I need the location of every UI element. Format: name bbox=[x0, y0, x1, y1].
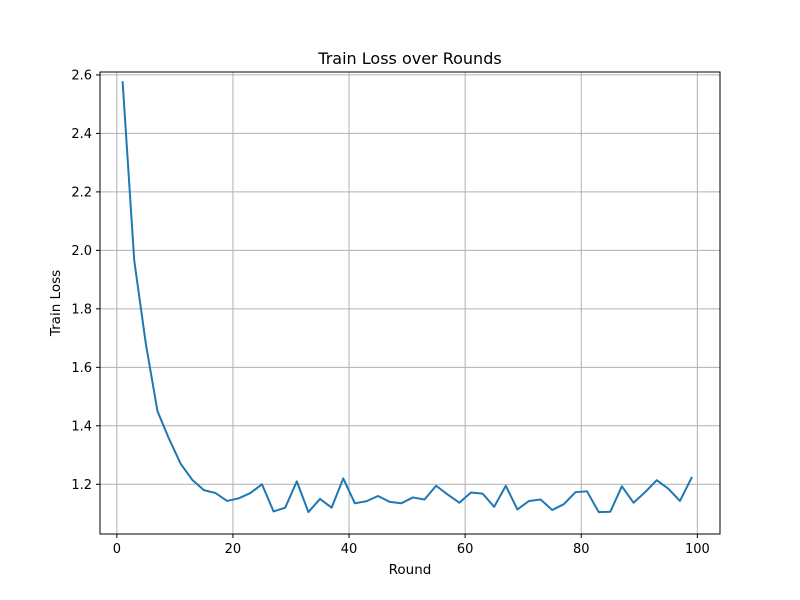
x-tick-label: 100 bbox=[685, 542, 710, 557]
y-tick-label: 2.4 bbox=[71, 127, 92, 142]
x-axis-title: Round bbox=[389, 562, 432, 578]
x-tick-label: 40 bbox=[341, 542, 358, 557]
y-tick-label: 2.0 bbox=[71, 244, 92, 259]
grid-layer bbox=[100, 72, 720, 534]
x-tick-label: 80 bbox=[573, 542, 590, 557]
y-tick-label: 1.4 bbox=[71, 419, 92, 434]
plot-frame bbox=[99, 71, 721, 535]
y-axis-title: Train Loss bbox=[48, 270, 64, 337]
y-tick-label: 2.2 bbox=[71, 185, 92, 200]
y-tick-label: 1.2 bbox=[71, 478, 92, 493]
tick-layer: 0 20 40 60 80 100 1.2 1.4 1.6 1.8 2.0 2.2 2.4 2.6 bbox=[71, 68, 709, 557]
y-tick-label: 2.6 bbox=[71, 68, 92, 83]
x-tick-label: 60 bbox=[457, 542, 474, 557]
y-tick-label: 1.8 bbox=[71, 302, 92, 317]
x-tick-label: 0 bbox=[113, 542, 121, 557]
chart-title: Train Loss over Rounds bbox=[317, 49, 501, 68]
loss-series-line bbox=[121, 81, 693, 514]
x-tick-label: 20 bbox=[225, 542, 242, 557]
series-layer bbox=[121, 81, 693, 514]
y-tick-label: 1.6 bbox=[71, 361, 92, 376]
